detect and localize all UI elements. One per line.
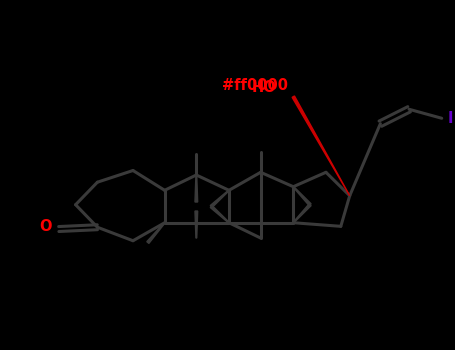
Polygon shape	[293, 204, 311, 223]
Text: I: I	[447, 111, 453, 126]
Polygon shape	[195, 175, 197, 202]
Text: HO: HO	[252, 80, 277, 95]
Text: O: O	[40, 219, 52, 234]
Text: #ff0000: #ff0000	[222, 78, 288, 93]
Polygon shape	[292, 96, 350, 196]
Polygon shape	[293, 187, 311, 206]
Polygon shape	[195, 211, 197, 238]
Polygon shape	[210, 190, 229, 208]
Polygon shape	[147, 223, 165, 243]
Polygon shape	[210, 205, 229, 223]
